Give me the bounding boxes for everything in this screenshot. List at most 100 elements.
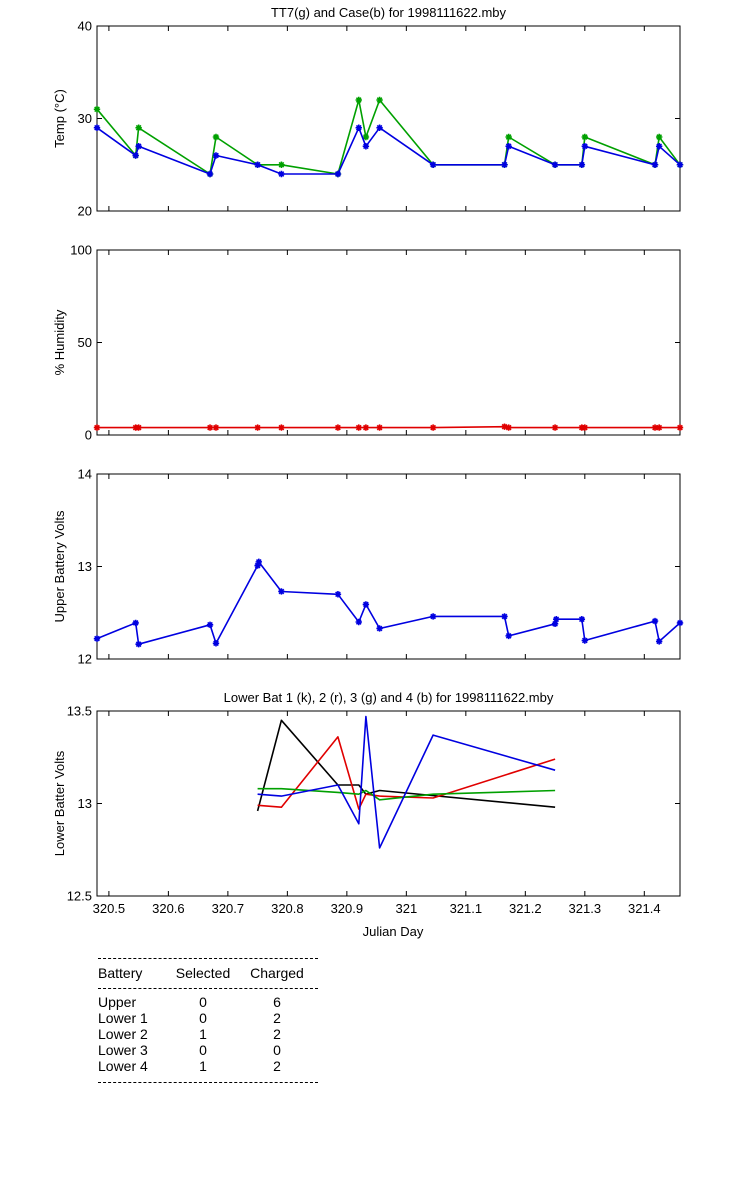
data-point bbox=[278, 424, 285, 431]
series-line bbox=[96, 561, 681, 646]
table-row: Upper 0 6 bbox=[98, 994, 318, 1010]
data-point bbox=[278, 170, 285, 178]
table-row: Lower 1 0 2 bbox=[98, 1010, 318, 1026]
data-point bbox=[376, 124, 383, 131]
table-rule-mid bbox=[98, 988, 318, 989]
data-point bbox=[355, 124, 362, 131]
cell-selected: 0 bbox=[199, 1042, 207, 1058]
data-point bbox=[655, 424, 663, 431]
data-point bbox=[93, 424, 101, 431]
data-point bbox=[212, 133, 220, 141]
data-point bbox=[212, 152, 220, 159]
cell-charged: 2 bbox=[273, 1026, 281, 1042]
data-point bbox=[501, 423, 508, 430]
table-row: Lower 2 1 2 bbox=[98, 1026, 318, 1042]
figure: 20 30 40 TT7(g) and Case(b) for 1998111622.… bbox=[52, 5, 684, 939]
data-point bbox=[429, 613, 437, 620]
data-point bbox=[334, 591, 342, 598]
y-tick-label: 0 bbox=[85, 428, 92, 443]
cell-selected: 0 bbox=[199, 1010, 207, 1026]
data-point bbox=[212, 640, 220, 647]
table-rule-top bbox=[98, 958, 318, 959]
data-point bbox=[206, 170, 214, 178]
data-point bbox=[278, 161, 285, 168]
series-line bbox=[96, 127, 681, 175]
series-line bbox=[96, 99, 681, 175]
data-point bbox=[376, 625, 383, 632]
y-tick-label: 13.5 bbox=[67, 704, 92, 719]
y-tick-label: 50 bbox=[78, 335, 92, 350]
cell-battery: Lower 1 bbox=[98, 1010, 148, 1026]
data-point bbox=[676, 619, 684, 627]
data-point bbox=[135, 143, 142, 150]
data-point bbox=[651, 424, 659, 431]
data-point bbox=[581, 637, 589, 644]
axes-frame bbox=[96, 25, 681, 212]
chart-title: Lower Bat 1 (k), 2 (r), 3 (g) and 4 (b) … bbox=[224, 690, 554, 705]
data-point bbox=[655, 143, 663, 150]
data-point bbox=[355, 424, 362, 431]
data-point bbox=[551, 424, 559, 431]
data-point bbox=[578, 616, 586, 623]
data-point bbox=[206, 621, 214, 628]
data-point bbox=[362, 601, 370, 608]
y-tick-label: 13 bbox=[78, 796, 92, 811]
cell-selected: 1 bbox=[199, 1026, 207, 1042]
data-point bbox=[255, 558, 263, 566]
y-tick-label: 13 bbox=[78, 559, 92, 574]
data-point bbox=[362, 133, 370, 141]
data-point bbox=[578, 161, 586, 168]
cell-battery: Lower 3 bbox=[98, 1042, 148, 1058]
data-point bbox=[206, 424, 214, 431]
data-point bbox=[655, 638, 663, 645]
data-point bbox=[551, 161, 559, 168]
data-point bbox=[429, 424, 437, 431]
data-point bbox=[93, 106, 101, 113]
data-point bbox=[551, 620, 559, 628]
data-point bbox=[505, 133, 512, 141]
data-point bbox=[651, 161, 659, 168]
data-point bbox=[676, 161, 684, 168]
data-point bbox=[212, 424, 220, 431]
cell-battery: Lower 2 bbox=[98, 1026, 148, 1042]
cell-battery: Upper bbox=[98, 994, 137, 1010]
header-charged: Charged bbox=[250, 965, 304, 981]
x-tick-label: 320.8 bbox=[271, 901, 304, 916]
series-line bbox=[257, 787, 556, 801]
table-row: Lower 4 1 2 bbox=[98, 1058, 318, 1074]
data-point bbox=[581, 133, 589, 141]
y-tick-label: 12 bbox=[78, 652, 92, 667]
table-header-row: Battery Selected Charged bbox=[98, 963, 318, 983]
data-point bbox=[135, 424, 142, 431]
header-selected: Selected bbox=[175, 965, 231, 981]
y-axis-label: Lower Batter Volts bbox=[52, 750, 67, 856]
axes-frame bbox=[96, 249, 681, 436]
data-point bbox=[581, 424, 589, 431]
data-point bbox=[553, 616, 560, 623]
cell-charged: 2 bbox=[273, 1058, 281, 1074]
x-tick-label: 320.9 bbox=[331, 901, 364, 916]
x-tick-label: 321.2 bbox=[509, 901, 542, 916]
data-point bbox=[254, 161, 261, 168]
cell-charged: 0 bbox=[273, 1042, 281, 1058]
y-tick-label: 12.5 bbox=[67, 889, 92, 904]
x-tick-label: 321.4 bbox=[628, 901, 661, 916]
y-axis-label: Upper Battery Volts bbox=[52, 510, 67, 622]
series-line bbox=[257, 736, 556, 810]
data-point bbox=[429, 161, 437, 168]
x-tick-label: 321.3 bbox=[569, 901, 602, 916]
y-axis-label: % Humidity bbox=[52, 309, 67, 375]
cell-battery: Lower 4 bbox=[98, 1058, 148, 1074]
data-point bbox=[254, 424, 261, 431]
data-point bbox=[651, 617, 659, 625]
data-point bbox=[655, 133, 663, 141]
x-tick-label: 320.5 bbox=[93, 901, 126, 916]
series-line bbox=[256, 719, 556, 812]
series-line bbox=[257, 715, 556, 849]
data-point bbox=[132, 152, 139, 159]
table-row: Lower 3 0 0 bbox=[98, 1042, 318, 1058]
data-point bbox=[93, 635, 101, 642]
data-point bbox=[376, 96, 383, 104]
data-point bbox=[334, 424, 342, 431]
series-line bbox=[97, 425, 680, 429]
